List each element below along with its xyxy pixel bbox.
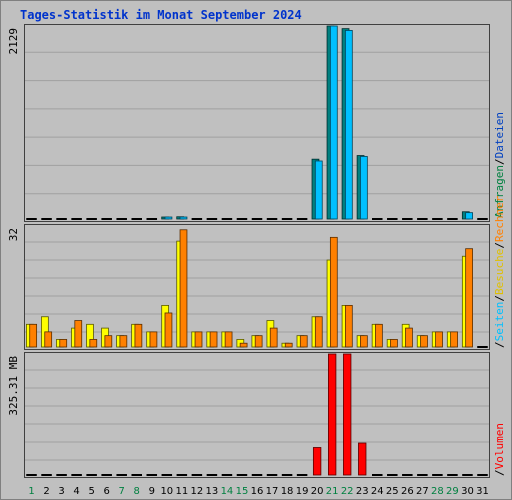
bar-visits-rechner-day-22 [344, 305, 353, 348]
bar-visits-rechner-day-30 [465, 248, 473, 348]
x-tick-label-day-8: 8 [134, 486, 140, 497]
bar-requests-dateien-day-20 [314, 160, 323, 220]
bar-visits-rechner-day-28 [435, 331, 443, 348]
x-tick-label-day-14: 14 [221, 486, 234, 497]
panel-volume-frame [24, 352, 490, 478]
legend-item-volumen: Volumen [493, 423, 506, 469]
legend-item-dateien: Dateien [493, 112, 506, 158]
x-tick-label-day-19: 19 [296, 486, 309, 497]
bar-visits-rechner-day-2 [44, 331, 53, 348]
bar-volume-volumen-day-21 [328, 353, 337, 476]
bar-visits-rechner-day-6 [104, 335, 113, 348]
bar-visits-rechner-day-11 [179, 229, 188, 348]
bar-visits-rechner-day-13 [209, 331, 218, 348]
bar-visits-rechner-day-29 [450, 331, 458, 348]
panel-requests-background [24, 24, 490, 222]
x-tick-label-day-25: 25 [386, 486, 399, 497]
x-tick-label-day-11: 11 [175, 486, 188, 497]
bar-requests-dateien-day-21 [329, 25, 338, 220]
panel-requests-frame [24, 24, 490, 222]
x-tick-label-day-2: 2 [43, 486, 49, 497]
x-tick-label-day-27: 27 [416, 486, 429, 497]
x-tick-label-day-17: 17 [266, 486, 279, 497]
x-tick-label-day-28: 28 [431, 486, 444, 497]
bar-visits-rechner-day-15 [239, 342, 248, 348]
bar-visits-rechner-day-14 [224, 331, 233, 348]
bar-visits-rechner-day-4 [74, 320, 83, 348]
bar-requests-dateien-day-30 [465, 212, 473, 220]
x-tick-label-day-13: 13 [206, 486, 219, 497]
legend-item-separator: / [493, 295, 506, 302]
legend-item-seiten: Seiten [493, 302, 506, 342]
panel-visits-frame [24, 224, 490, 350]
x-tick-label-day-29: 29 [446, 486, 459, 497]
x-tick-label-day-23: 23 [356, 486, 369, 497]
bar-requests-dateien-day-23 [360, 156, 368, 220]
panel-visits-ylabel: 32 [7, 228, 20, 241]
bar-visits-rechner-day-8 [134, 323, 143, 348]
right-legend-top: Anfragen/Dateien [493, 112, 506, 218]
legend-item-anfragen: Anfragen [493, 165, 506, 218]
bar-visits-rechner-day-1 [29, 323, 38, 348]
panel-requests-ylabel: 2129 [7, 28, 20, 55]
bar-visits-rechner-day-26 [405, 327, 413, 348]
bar-volume-volumen-day-23 [358, 442, 367, 476]
bar-visits-rechner-day-21 [329, 236, 338, 348]
bar-visits-rechner-day-19 [299, 335, 308, 348]
bar-visits-rechner-day-3 [59, 339, 68, 348]
bar-visits-rechner-day-25 [390, 339, 398, 348]
bar-requests-dateien-day-11 [179, 216, 188, 220]
bar-volume-volumen-day-22 [343, 353, 352, 476]
x-tick-label-day-21: 21 [326, 486, 339, 497]
x-tick-label-day-6: 6 [103, 486, 109, 497]
x-tick-label-day-7: 7 [119, 486, 125, 497]
x-tick-label-day-3: 3 [58, 486, 64, 497]
legend-item-separator: / [493, 469, 506, 476]
x-tick-label-day-30: 30 [461, 486, 474, 497]
x-tick-label-day-4: 4 [73, 486, 79, 497]
x-tick-label-day-22: 22 [341, 486, 354, 497]
bar-visits-rechner-day-16 [254, 335, 263, 348]
panel-volume-ylabel: 325.31 MB [7, 356, 20, 416]
bar-requests-dateien-day-10 [164, 216, 173, 220]
legend-item-besuche: Besuche [493, 249, 506, 295]
legend-item-separator: / [493, 158, 506, 165]
legend-item-separator: / [493, 341, 506, 348]
x-tick-label-day-15: 15 [236, 486, 249, 497]
x-tick-label-day-18: 18 [281, 486, 294, 497]
right-legend-bottom: /Volumen [493, 423, 506, 476]
bar-visits-rechner-day-24 [375, 323, 383, 348]
bar-visits-rechner-day-17 [269, 327, 278, 348]
panel-volume-background [24, 352, 490, 478]
bar-visits-rechner-day-9 [149, 331, 158, 348]
x-tick-label-day-10: 10 [160, 486, 173, 497]
legend-item-rechner: Rechner [493, 195, 506, 242]
x-tick-label-day-12: 12 [191, 486, 204, 497]
panel-visits-background [24, 224, 490, 350]
bar-visits-rechner-day-10 [164, 312, 173, 348]
bar-visits-rechner-day-20 [314, 316, 323, 348]
x-tick-label-day-31: 31 [476, 486, 489, 497]
bar-visits-rechner-day-12 [194, 331, 203, 348]
bar-visits-rechner-day-18 [284, 342, 293, 348]
x-tick-label-day-26: 26 [401, 486, 414, 497]
bar-visits-rechner-day-23 [360, 335, 368, 348]
x-tick-label-day-1: 1 [28, 486, 34, 497]
bar-requests-dateien-day-22 [344, 30, 353, 220]
legend-item-separator: / [493, 242, 506, 249]
x-tick-label-day-16: 16 [251, 486, 264, 497]
right-legend-middle: /Seiten/Besuche/Rechner [493, 195, 506, 348]
bar-visits-rechner-day-27 [420, 335, 428, 348]
x-tick-label-day-9: 9 [149, 486, 155, 497]
bar-visits-rechner-day-5 [89, 339, 98, 348]
bar-visits-rechner-day-7 [119, 335, 128, 348]
x-tick-label-day-24: 24 [371, 486, 384, 497]
bar-volume-volumen-day-20 [312, 447, 322, 476]
chart-title: Tages-Statistik im Monat September 2024 [20, 8, 302, 22]
x-tick-label-day-5: 5 [88, 486, 94, 497]
x-tick-label-day-20: 20 [311, 486, 324, 497]
